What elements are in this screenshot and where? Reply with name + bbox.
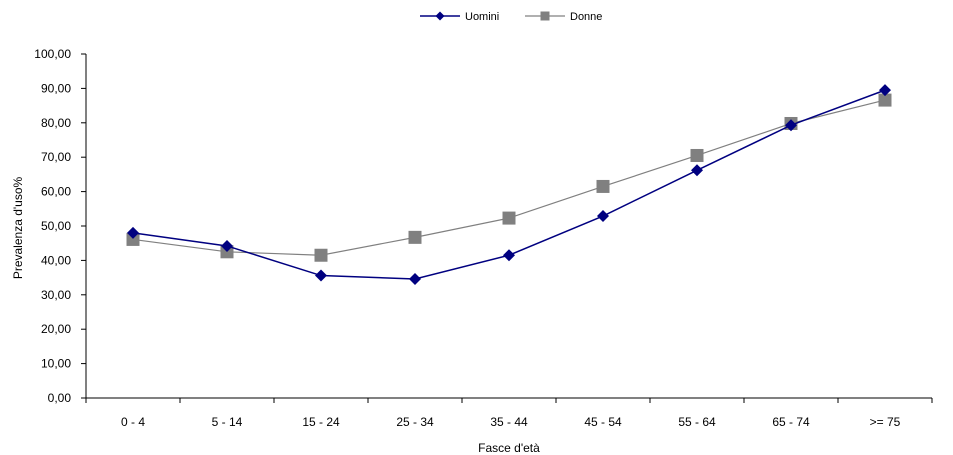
- y-tick-label: 80,00: [41, 116, 71, 130]
- legend-item-donne: Donne: [525, 11, 602, 23]
- x-tick-label: 25 - 34: [396, 415, 434, 429]
- data-point: [503, 249, 515, 262]
- x-tick-label: 55 - 64: [678, 415, 716, 429]
- x-tick-label: 65 - 74: [772, 415, 810, 429]
- legend-label: Uomini: [465, 11, 499, 23]
- x-tick-label: 5 - 14: [212, 415, 243, 429]
- y-tick-label: 70,00: [41, 150, 71, 164]
- series-line: [132, 99, 886, 256]
- x-tick-label: 45 - 54: [584, 415, 622, 429]
- data-point: [878, 93, 892, 107]
- y-tick-label: 100,00: [34, 47, 71, 61]
- x-axis: 0 - 4 5 - 14 15 - 24 25 - 34 35 - 44 45 - 54 5…: [85, 397, 933, 429]
- data-point: [502, 211, 516, 225]
- y-tick-label: 20,00: [41, 322, 71, 336]
- data-point: [690, 148, 704, 162]
- data-point: [221, 239, 233, 252]
- y-tick-label: 40,00: [41, 253, 71, 267]
- x-tick-label: 0 - 4: [121, 415, 145, 429]
- y-tick-label: 30,00: [41, 288, 71, 302]
- data-point: [785, 119, 797, 132]
- data-point: [691, 164, 703, 177]
- x-tick-label: 15 - 24: [302, 415, 340, 429]
- data-point: [879, 84, 891, 97]
- legend-label: Donne: [570, 11, 602, 23]
- y-tick-label: 10,00: [41, 357, 71, 371]
- data-point: [315, 269, 327, 282]
- data-point: [127, 226, 139, 239]
- data-point: [314, 248, 328, 262]
- x-tick-label: >= 75: [870, 415, 901, 429]
- legend: Uomini Donne: [420, 11, 602, 23]
- legend-item-uomini: Uomini: [420, 11, 499, 23]
- y-tick-label: 0,00: [48, 391, 72, 405]
- legend-marker: [540, 11, 550, 21]
- y-tick-label: 50,00: [41, 219, 71, 233]
- data-point: [596, 179, 610, 193]
- data-point: [409, 272, 421, 285]
- legend-marker: [435, 11, 445, 21]
- y-axis-title: Prevalenza d'uso%: [11, 176, 25, 279]
- series-layer: [126, 84, 892, 285]
- series-donne: [126, 93, 892, 262]
- y-tick-label: 60,00: [41, 185, 71, 199]
- data-point: [597, 210, 609, 223]
- data-point: [408, 230, 422, 244]
- x-axis-title: Fasce d'età: [478, 441, 540, 455]
- data-point: [126, 232, 140, 246]
- y-axis: 0,00 10,00 20,00 30,00 40,00 50,00 60,00 70,00 8…: [34, 47, 87, 405]
- x-tick-label: 35 - 44: [490, 415, 528, 429]
- y-tick-label: 90,00: [41, 81, 71, 95]
- series-uomini: [127, 84, 891, 285]
